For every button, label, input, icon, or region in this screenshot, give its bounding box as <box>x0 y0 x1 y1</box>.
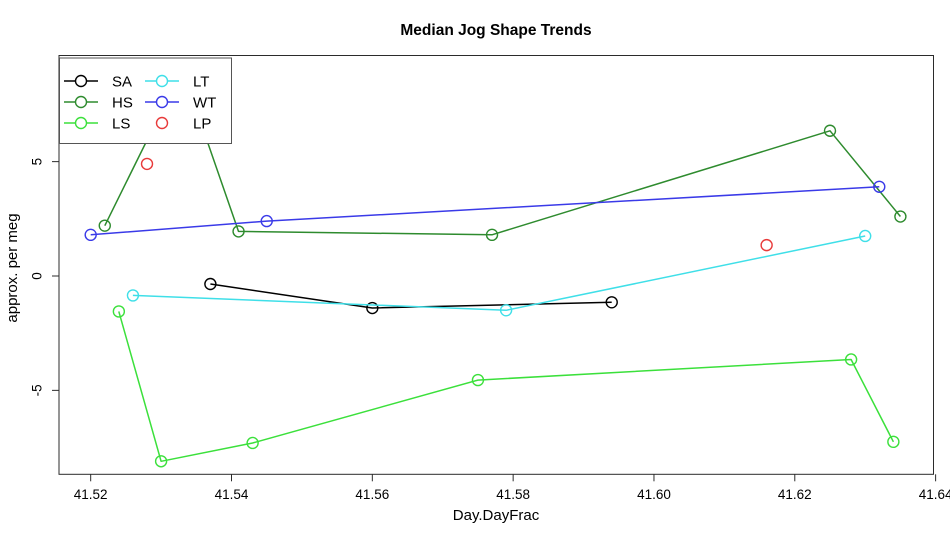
series-LS-point <box>844 353 858 366</box>
series-LT-line <box>132 235 866 312</box>
legend-box <box>59 57 232 144</box>
legend-marker-WT <box>155 95 169 109</box>
legend-marker-LP <box>155 116 169 130</box>
x-tick-label: 41.54 <box>215 487 249 502</box>
series-HS-point <box>98 219 111 232</box>
legend-marker-HS <box>74 95 88 109</box>
legend-label-WT: WT <box>193 94 216 111</box>
series-HS-point <box>823 124 837 137</box>
y-tick-label: -5 <box>30 384 45 396</box>
series-LP-point <box>760 238 773 252</box>
x-tick-label: 41.56 <box>355 487 389 502</box>
series-LS-line <box>118 311 895 463</box>
legend-label-LT: LT <box>193 73 209 90</box>
series-WT-point <box>873 180 886 193</box>
series-WT-point <box>260 214 273 228</box>
legend-label-LS: LS <box>112 115 130 132</box>
series-LS-point <box>112 305 126 318</box>
plot-layer: 41.52 41.54 41.56 41.58 41.60 41.62 41.64 -5 0 5 S… <box>30 55 950 502</box>
legend: SA HS LS LT WT LP <box>59 57 232 144</box>
series-LS-point <box>154 455 168 468</box>
series-SA-point <box>366 301 379 315</box>
series-LT-point <box>859 229 872 243</box>
series-SA-point <box>605 296 618 309</box>
legend-marker-LS <box>74 116 88 130</box>
series-LS-point <box>471 373 485 387</box>
legend-label-LP: LP <box>193 115 211 132</box>
series-SA-line <box>210 283 612 309</box>
series-LP-point <box>140 157 154 171</box>
legend-label-HS: HS <box>112 94 133 111</box>
legend-label-SA: SA <box>112 73 132 90</box>
legend-marker-SA <box>74 74 88 88</box>
series-HS-point <box>894 210 907 223</box>
series-HS-point <box>232 225 245 238</box>
chart-title: Median Jog Shape Trends <box>400 22 591 39</box>
x-axis-label: Day.DayFrac <box>453 507 540 524</box>
series-LS-point <box>246 436 259 450</box>
series-WT-point <box>84 228 97 242</box>
x-tick-label: 41.60 <box>637 487 671 502</box>
y-axis-label: approx. per meg <box>4 213 21 322</box>
x-tick-label: 41.64 <box>919 487 950 502</box>
legend-marker-LT <box>155 74 169 88</box>
series-LS-point <box>887 435 900 449</box>
x-tick-label: 41.62 <box>778 487 812 502</box>
series-SA-point <box>204 277 217 291</box>
x-tick-label: 41.58 <box>496 487 530 502</box>
x-tick-label: 41.52 <box>74 487 108 502</box>
series-WT-line <box>90 186 880 236</box>
y-tick-label: 0 <box>30 272 45 280</box>
y-tick-label: 5 <box>30 158 45 166</box>
series-LT-point <box>126 289 140 302</box>
plot-box <box>58 55 934 475</box>
series-LT-point <box>499 304 513 317</box>
series-HS-point <box>485 228 499 242</box>
